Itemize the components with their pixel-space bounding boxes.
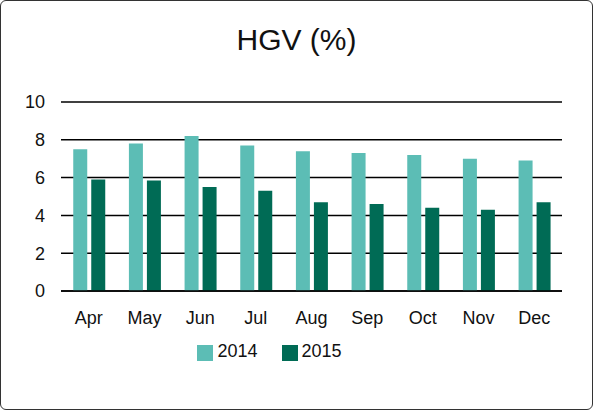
svg-text:Apr: Apr xyxy=(75,308,103,328)
html-text:HGV (%): HGV (%) xyxy=(236,23,357,56)
svg-text:6: 6 xyxy=(35,168,45,188)
svg-text:4: 4 xyxy=(35,206,45,226)
svg-text:2: 2 xyxy=(35,244,45,264)
svg-text:8: 8 xyxy=(35,130,45,150)
svg-text:10: 10 xyxy=(25,92,45,112)
svg-text:Jun: Jun xyxy=(186,308,215,328)
svg-text:Dec: Dec xyxy=(518,308,550,328)
svg-text:Nov: Nov xyxy=(462,308,494,328)
svg-text:Oct: Oct xyxy=(409,308,437,328)
svg-text:Jul: Jul xyxy=(244,308,267,328)
html-text:2015: 2015 xyxy=(301,341,342,361)
svg-text:Sep: Sep xyxy=(351,308,383,328)
svg-text:0: 0 xyxy=(35,281,45,301)
svg-text:Aug: Aug xyxy=(295,308,327,328)
svg-text:May: May xyxy=(127,308,161,328)
html-text:2014: 2014 xyxy=(217,341,258,361)
